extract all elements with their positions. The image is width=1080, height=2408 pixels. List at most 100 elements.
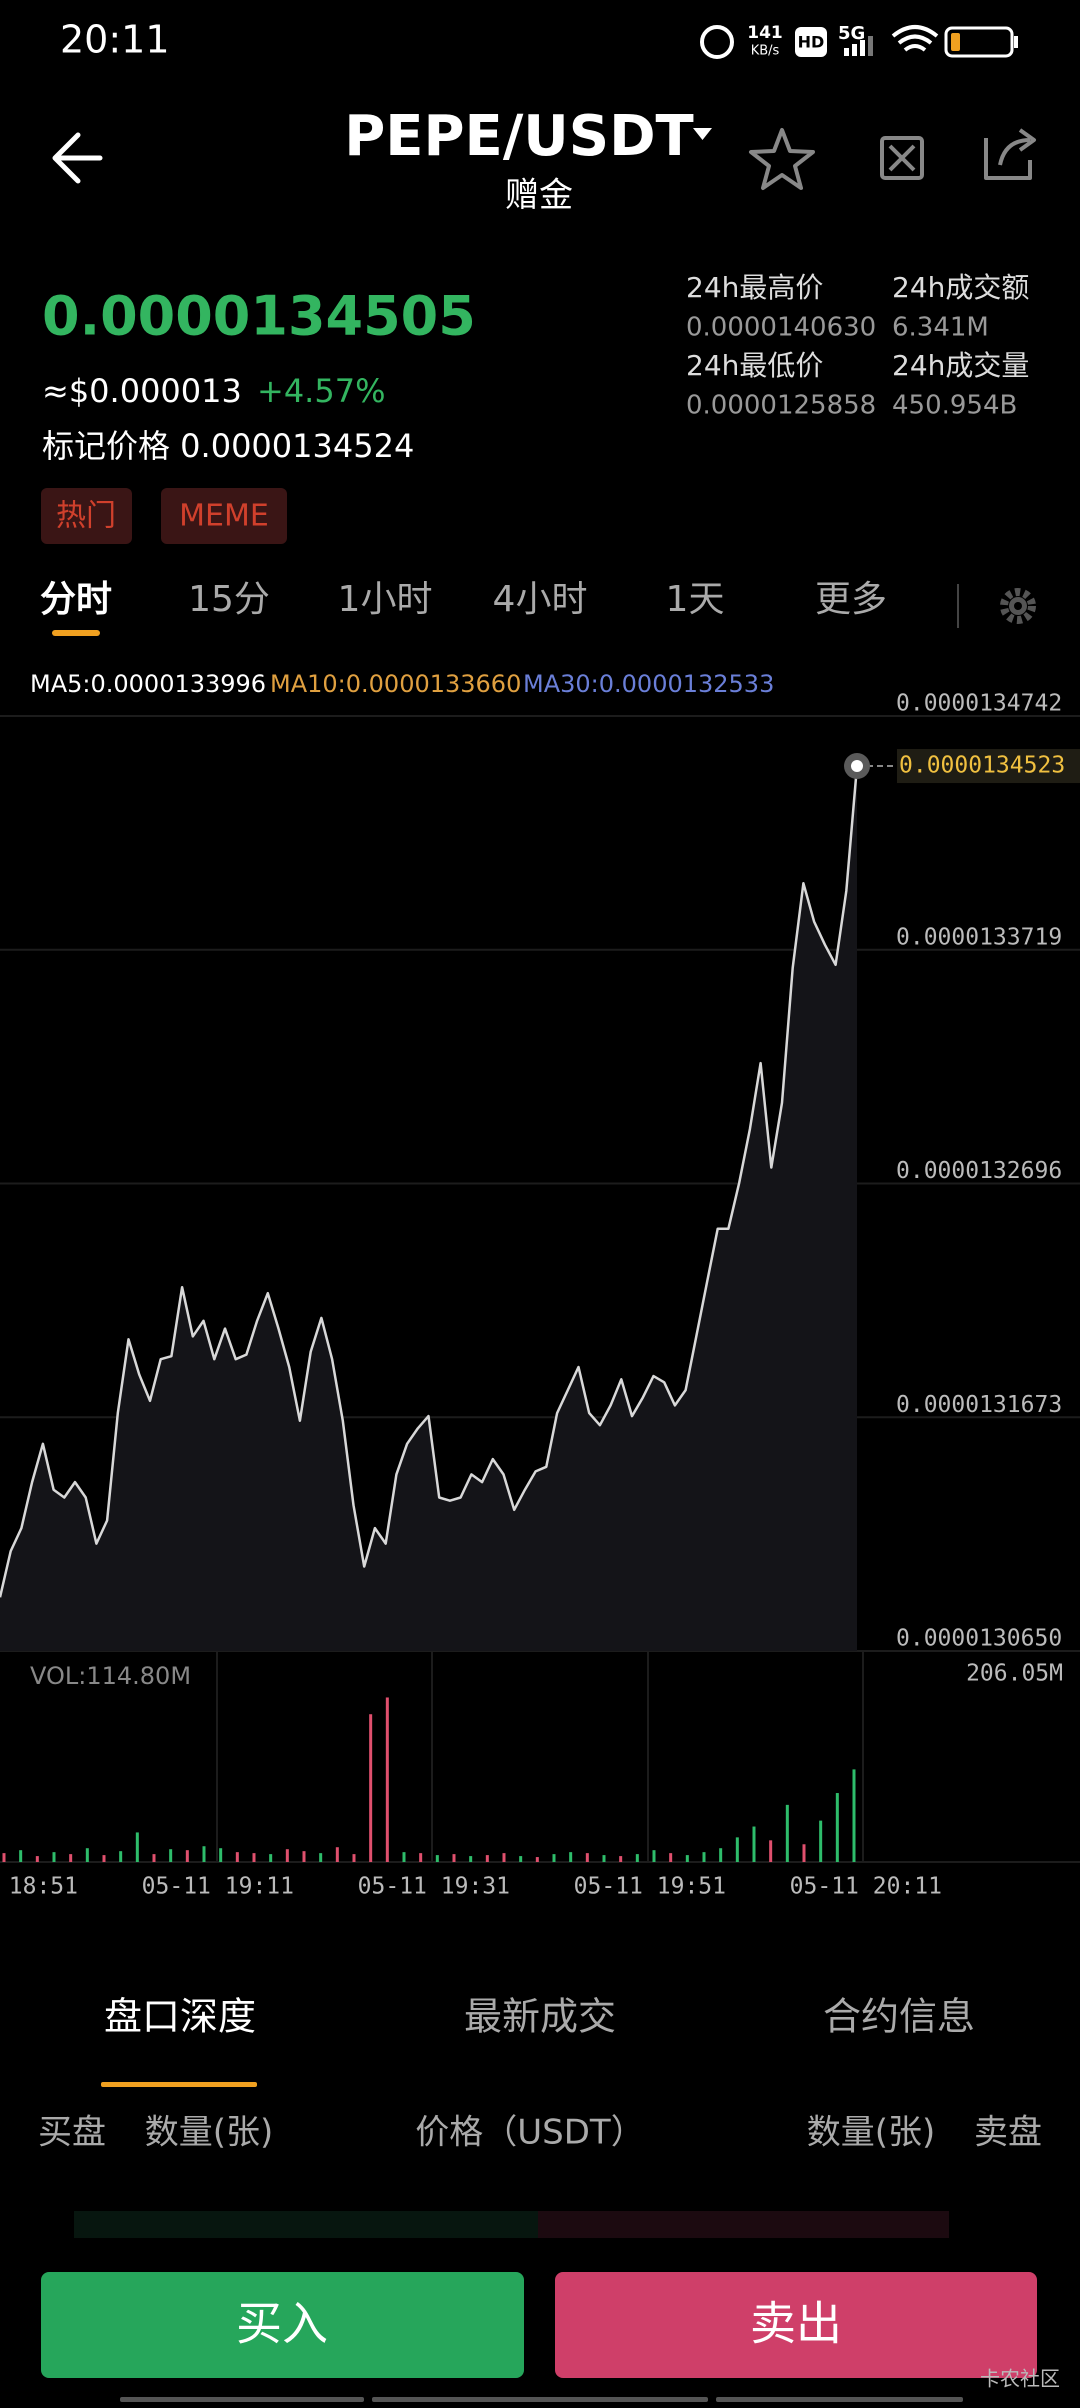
interval-tab[interactable]: 分时 xyxy=(40,579,112,620)
interval-tab[interactable]: 4小时 xyxy=(493,579,588,620)
price-chart: 0.0000134742 0.0000133719 0.0000132696 0.00… xyxy=(0,691,1080,1652)
volume-bar xyxy=(219,1848,223,1862)
volume-bar xyxy=(52,1852,56,1862)
volume-bar xyxy=(735,1837,739,1862)
ma30-label: MA30:0.0000132533 xyxy=(523,670,774,698)
pair-subtitle: 赠金 xyxy=(505,176,573,216)
battery xyxy=(944,26,1014,58)
sell-button[interactable] xyxy=(555,2272,1037,2378)
volume-bar xyxy=(235,1852,239,1862)
section-tab[interactable]: 最新成交 xyxy=(464,1995,616,2039)
pair-dropdown[interactable] xyxy=(693,128,712,140)
ma10-label: MA10:0.0000133660 xyxy=(270,670,521,698)
buy-button[interactable] xyxy=(41,2272,524,2378)
stat-label: 24h最低价 xyxy=(686,349,823,382)
volume-bar xyxy=(269,1854,273,1862)
volume-bar xyxy=(85,1848,89,1862)
volume-bar xyxy=(319,1853,323,1862)
volume-bar xyxy=(385,1697,389,1862)
column-header: 数量(张) xyxy=(807,2113,936,2153)
volume-chart: VOL:114.80M 206.05M 18:51 05-11 19:11 05-11 … xyxy=(0,1651,1080,1900)
status-time: 20:11 xyxy=(60,18,170,62)
volume-bar xyxy=(369,1714,373,1862)
column-header: 买盘 xyxy=(38,2113,106,2153)
volume-bar xyxy=(252,1853,256,1862)
settings-button[interactable] xyxy=(1000,588,1036,624)
interval-tab[interactable]: 1小时 xyxy=(338,579,433,620)
volume-bar xyxy=(302,1851,306,1862)
fullscreen-button[interactable] xyxy=(880,136,924,180)
stat-label: 24h成交额 xyxy=(892,271,1029,304)
last-price-dot xyxy=(851,760,863,773)
network-label: 5G xyxy=(838,23,865,44)
stat-value: 450.954B xyxy=(892,391,1017,421)
volume-bar xyxy=(802,1844,806,1862)
alarm-icon xyxy=(700,25,734,59)
volume-bar xyxy=(835,1793,839,1862)
volume-bar xyxy=(602,1855,606,1862)
volume-bar xyxy=(585,1853,589,1862)
x-tick-label: 05-11 19:11 xyxy=(142,1874,294,1900)
volume-bar xyxy=(469,1856,473,1862)
hd-badge xyxy=(795,27,827,57)
wifi-icon xyxy=(891,25,939,52)
volume-bar xyxy=(119,1851,123,1862)
price-change: +4.57% xyxy=(257,372,385,410)
favorite-button[interactable] xyxy=(749,128,815,190)
volume-bar xyxy=(535,1857,539,1862)
volume-bar xyxy=(669,1853,673,1862)
tag-meme[interactable] xyxy=(161,488,287,544)
last-price-badge xyxy=(897,749,1080,784)
volume-bar xyxy=(819,1820,823,1862)
volume-bar xyxy=(452,1854,456,1862)
stat-label: 24h成交量 xyxy=(892,349,1029,382)
volume-bar xyxy=(719,1848,723,1862)
volume-bar xyxy=(752,1826,756,1862)
depth-bid-bar xyxy=(74,2211,538,2238)
tab-underline xyxy=(52,630,100,636)
volume-bar xyxy=(152,1854,156,1862)
battery-tip xyxy=(1014,36,1018,48)
back-button[interactable] xyxy=(52,132,103,184)
stat-value: 6.341M xyxy=(892,313,989,343)
tab-divider xyxy=(957,584,959,628)
y-tick-label: 0.0000132696 xyxy=(896,1158,1062,1184)
volume-bar xyxy=(102,1855,106,1862)
column-header: 卖盘 xyxy=(974,2113,1042,2153)
interval-tab[interactable]: 更多 xyxy=(815,579,887,620)
volume-bar xyxy=(502,1853,506,1862)
nav-bar xyxy=(120,2397,963,2402)
volume-bar xyxy=(552,1854,556,1862)
usd-price: ≈$0.000013 xyxy=(42,372,242,410)
tag-hot[interactable] xyxy=(41,488,132,544)
volume-bar xyxy=(185,1850,189,1862)
stat-value: 0.0000140630 xyxy=(686,313,876,343)
net-speed: 141 xyxy=(747,23,783,43)
volume-bar xyxy=(635,1854,639,1862)
section-tab[interactable]: 盘口深度 xyxy=(104,1995,256,2039)
volume-bar xyxy=(652,1850,656,1862)
share-button[interactable] xyxy=(984,128,1036,180)
interval-tab[interactable]: 15分 xyxy=(188,579,270,620)
section-tab[interactable]: 合约信息 xyxy=(823,1995,975,2039)
volume-bar xyxy=(485,1855,489,1862)
volume-bar xyxy=(169,1849,173,1862)
buy-label: 买入 xyxy=(236,2297,328,2351)
volume-bar xyxy=(785,1804,789,1862)
price-line xyxy=(0,765,859,1598)
x-tick-label: 05-11 19:31 xyxy=(358,1874,510,1900)
stat-label: 24h最高价 xyxy=(686,271,823,304)
volume-bar xyxy=(35,1856,39,1862)
interval-tab[interactable]: 1天 xyxy=(666,579,725,620)
volume-bar xyxy=(202,1846,206,1862)
signal-icon xyxy=(844,36,873,56)
last-price: 0.0000134505 xyxy=(42,285,476,348)
hd-label: HD xyxy=(798,33,825,52)
pair-title[interactable]: PEPE/USDT xyxy=(344,104,694,169)
net-speed-unit: KB/s xyxy=(751,44,780,59)
volume-bar xyxy=(19,1850,23,1862)
tag-hot-label: 热门 xyxy=(56,499,116,534)
